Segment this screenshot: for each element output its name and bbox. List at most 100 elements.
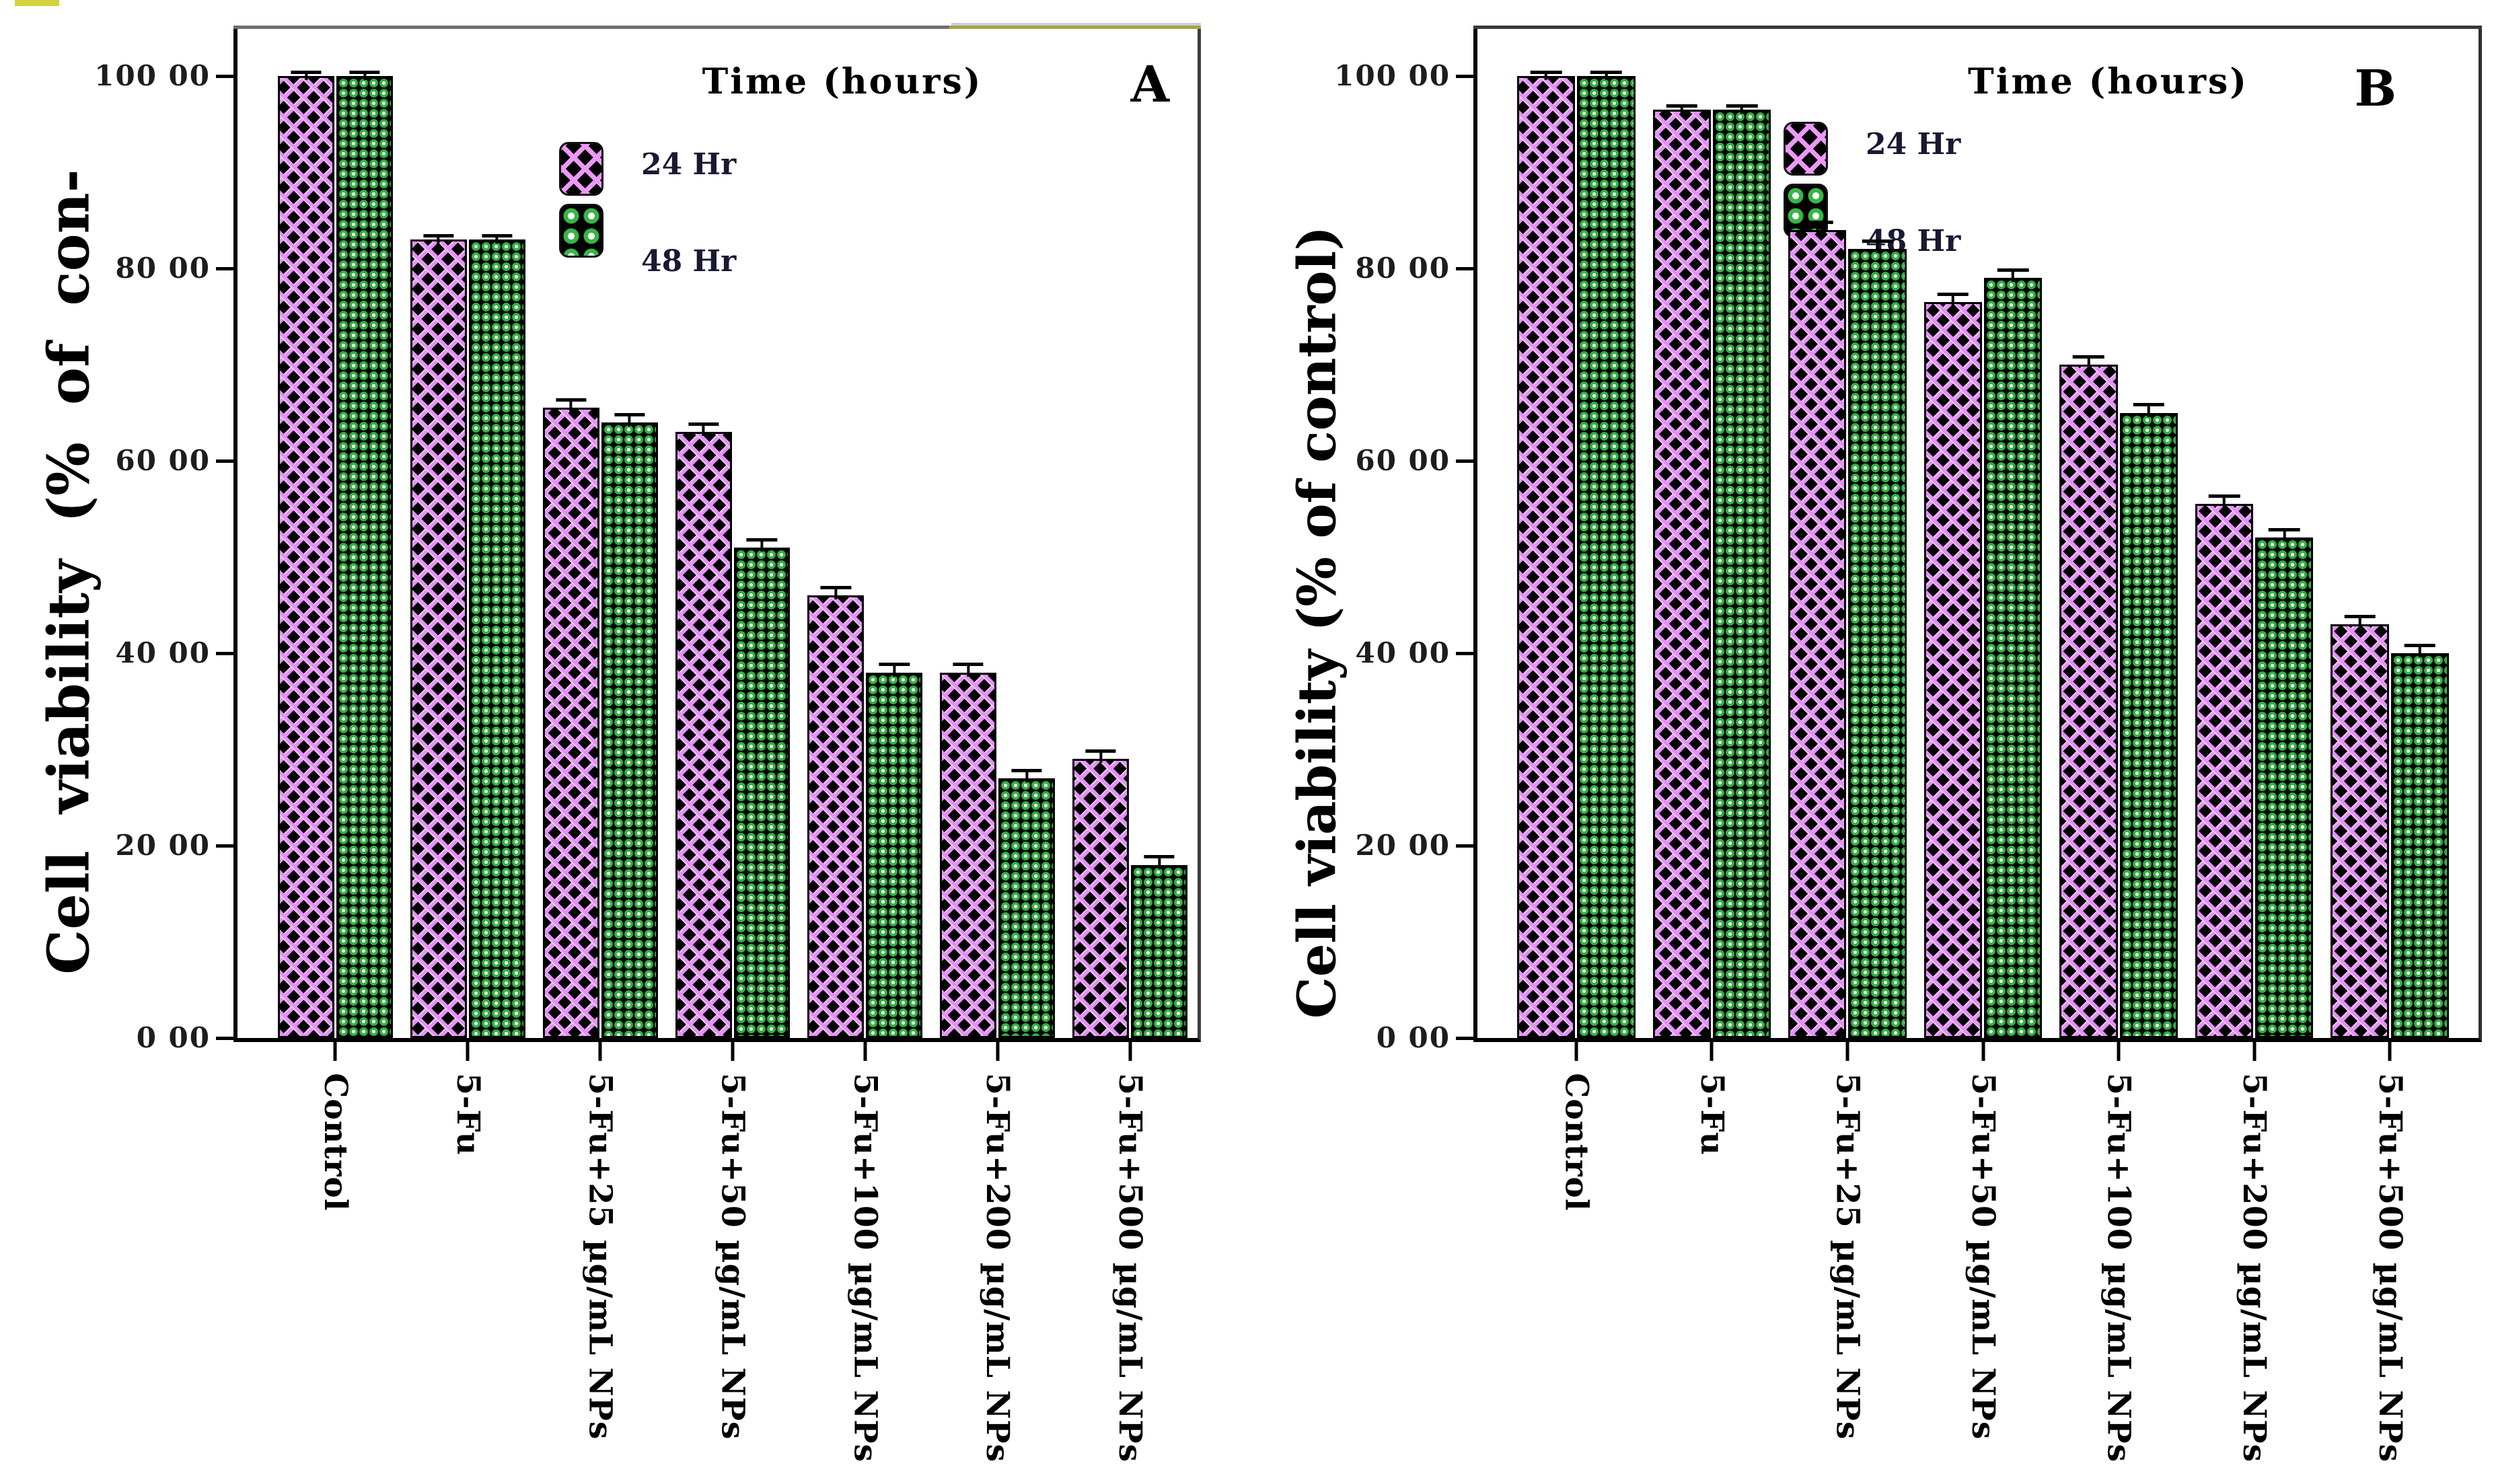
y-axis-tick-label: 100 00: [1334, 59, 1451, 92]
error-bar: [1862, 239, 1893, 251]
x-axis-tick: [1574, 1042, 1578, 1061]
plot-area-panel-b: Time (hours) B 24 Hr 48 Hr 0 00 20 00 40 0…: [1334, 26, 2482, 1462]
y-axis-tick: [216, 651, 233, 655]
x-axis-label: 5-Fu+25 µg/mL NPs: [1829, 1073, 1866, 1440]
panel-letter-b: B: [2354, 60, 2396, 118]
x-axis-label: 5-Fu+500 µg/mL NPs: [2371, 1073, 2409, 1463]
error-bar: [556, 398, 587, 410]
y-axis-tick-label: 80 00: [1355, 252, 1451, 285]
bar-b-3-48hr: [1848, 239, 1907, 1038]
y-axis-tick-label: 100 00: [94, 59, 211, 92]
y-axis-tick: [1456, 266, 1473, 270]
bar-a-5-48hr: [866, 663, 923, 1038]
legend-label-24hr: 24 Hr: [641, 147, 737, 182]
x-axis-label: 5-Fu+25 µg/mL NPs: [581, 1073, 619, 1440]
x-axis-label: Control: [316, 1073, 354, 1212]
bar-group: [1644, 104, 1780, 1038]
x-category: 5-Fu+25 µg/mL NPs: [1780, 1042, 1915, 1440]
plot-area-panel-a: Time (hours) A 24 Hr 48 Hr 0 00 20 00 40 0…: [94, 23, 1201, 1462]
y-axis-tick-label: 60 00: [1355, 444, 1451, 477]
y-axis-tick-label: 20 00: [115, 829, 211, 862]
bar-a-5-24hr: [807, 586, 865, 1038]
x-axis-label: 5-Fu+500 µg/mL NPs: [1111, 1073, 1149, 1463]
bar-group: [1915, 268, 2051, 1038]
x-axis-tick: [863, 1042, 867, 1061]
error-bar: [1011, 768, 1042, 780]
x-axis-tick: [1710, 1042, 1714, 1061]
legend-item-24hr: 24 Hr: [559, 142, 736, 196]
bar-a-6-24hr: [940, 663, 997, 1038]
x-axis-label: 5-Fu+200 µg/mL NPs: [2236, 1073, 2273, 1463]
legend-title: Time (hours): [1968, 61, 2248, 102]
y-axis-tick: [216, 266, 233, 270]
x-axis-labels: Control 5-Fu 5-Fu+25 µg/mL NPs 5-Fu+50 µg/m…: [237, 1042, 1198, 1462]
x-axis-tick: [598, 1042, 602, 1061]
error-bar: [1937, 292, 1969, 304]
error-bar: [2269, 528, 2300, 540]
y-axis-tick: [216, 74, 233, 78]
error-bar: [1802, 220, 1833, 232]
bar-group: [1064, 749, 1196, 1038]
legend-label-48hr: 48 Hr: [641, 244, 737, 279]
bar-group: [2322, 614, 2458, 1038]
error-bar: [1085, 749, 1116, 761]
bar-group: [1780, 220, 1915, 1038]
error-bar: [482, 233, 513, 242]
legend-label-24hr: 24 Hr: [1866, 127, 1961, 161]
bar-b-5-24hr: [2059, 355, 2118, 1038]
bar-a-7-48hr: [1131, 855, 1188, 1038]
error-bar: [1590, 70, 1622, 78]
x-category: 5-Fu+50 µg/mL NPs: [1915, 1042, 2051, 1440]
x-axis-tick: [333, 1042, 337, 1061]
bar-a-4-24hr: [675, 422, 732, 1038]
x-category: 5-Fu: [402, 1042, 534, 1439]
x-axis-tick: [2388, 1042, 2392, 1061]
bar-a-2-24hr: [410, 233, 467, 1038]
y-axis-tick-label: 40 00: [1355, 636, 1451, 669]
y-axis-tick-label: 0 00: [1376, 1021, 1451, 1054]
bar-a-3-48hr: [601, 412, 658, 1038]
bar-group: [269, 70, 402, 1038]
error-bar: [291, 70, 322, 78]
x-axis-label: Control: [1557, 1073, 1595, 1212]
bar-group: [931, 663, 1064, 1038]
legend-item-48hr: 48 Hr: [559, 204, 736, 279]
bar-a-3-24hr: [542, 398, 599, 1038]
x-axis-label: 5-Fu: [449, 1073, 486, 1156]
y-axis-tick: [216, 1036, 233, 1040]
legend-swatch-24hr-icon: [1784, 122, 1828, 176]
x-category: 5-Fu+100 µg/mL NPs: [2051, 1042, 2187, 1462]
error-bar: [1530, 70, 1562, 78]
y-axis-tick: [1456, 844, 1473, 848]
bar-group: [534, 398, 667, 1038]
x-axis-tick: [731, 1042, 735, 1061]
x-category: Control: [269, 1042, 402, 1439]
y-axis-tick: [1456, 651, 1473, 655]
error-bar: [1997, 268, 2029, 280]
scan-artifact-dash: [15, 0, 59, 6]
bar-a-7-24hr: [1072, 749, 1130, 1038]
x-axis-tick: [2117, 1042, 2121, 1061]
error-bar: [423, 233, 454, 242]
bar-group: [1508, 70, 1644, 1038]
y-axis-tick-label: 80 00: [115, 252, 211, 285]
x-category: 5-Fu+25 µg/mL NPs: [534, 1042, 667, 1440]
x-category: 5-Fu+50 µg/mL NPs: [667, 1042, 799, 1440]
y-axis-title-panel-b: Cell viability (% of control): [1286, 225, 1348, 1019]
panel-letter-a: A: [1130, 56, 1169, 114]
bar-b-7-48hr: [2390, 643, 2450, 1038]
x-category: 5-Fu+200 µg/mL NPs: [2187, 1042, 2322, 1462]
x-axis-label: 5-Fu+200 µg/mL NPs: [979, 1073, 1017, 1463]
bar-b-2-48hr: [1712, 104, 1771, 1038]
y-axis-tick-label: 20 00: [1355, 829, 1451, 862]
x-axis-label: 5-Fu+50 µg/mL NPs: [714, 1073, 751, 1440]
error-bar: [2208, 494, 2240, 506]
error-bar: [688, 422, 719, 434]
bar-group: [799, 586, 931, 1038]
error-bar: [2404, 643, 2436, 655]
legend-swatch-24hr-icon: [559, 142, 603, 196]
bar-a-2-48hr: [468, 233, 525, 1038]
error-bar: [1726, 104, 1758, 112]
legend-item-24hr: 24 Hr: [1784, 122, 1960, 176]
y-axis-tick: [1456, 459, 1473, 463]
